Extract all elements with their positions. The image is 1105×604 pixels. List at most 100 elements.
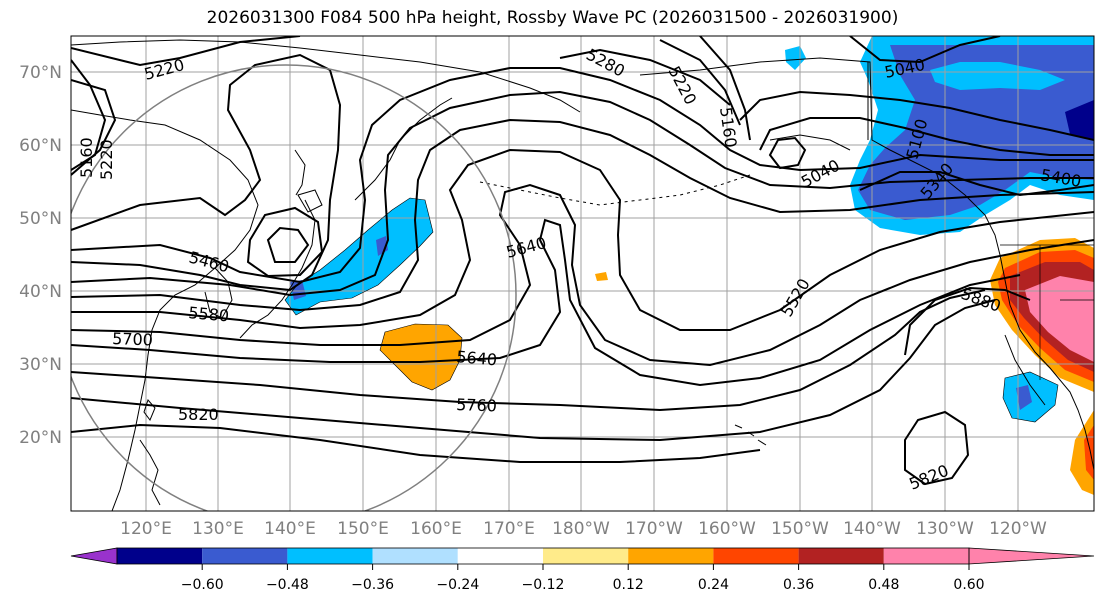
colorbar-tick-label: −0.36 [351, 577, 394, 593]
contour-5220-west2 [71, 79, 117, 176]
lon-label: 130°E [192, 519, 244, 539]
longitude-labels: 120°E 130°E 140°E 150°E 160°E 170°E 180°… [120, 519, 1047, 539]
coast-us-borders [1000, 244, 1094, 380]
lat-label: 60°N [19, 136, 62, 156]
colorbar-segment [372, 548, 458, 564]
contour-low-japan-1 [266, 226, 310, 263]
colorbar-segment [628, 548, 714, 564]
shade-pos-central [380, 324, 462, 390]
contour-label: 5640 [456, 347, 498, 369]
contour-5520 [71, 118, 1094, 312]
colorbar-segment [713, 548, 799, 564]
shade-neg-light-gulf [930, 62, 1065, 90]
contour-5160-mid [699, 36, 751, 141]
colorbar-tick-label: −0.12 [522, 577, 565, 593]
colorbar-extend-left [70, 547, 118, 565]
height-contours [71, 36, 1094, 486]
radius-circle [71, 64, 517, 511]
contour-5040-east [768, 136, 807, 170]
contour-label: 5220 [97, 139, 116, 180]
colorbar-tick-label: 0.48 [868, 577, 899, 593]
coast-gulf-inner [769, 134, 851, 151]
contour-5400 [71, 67, 1094, 284]
contour-label: 5700 [112, 329, 153, 349]
contour-5700 [71, 218, 1021, 387]
contour-5760 [71, 289, 986, 412]
shade-pos-small-speck [595, 272, 608, 281]
map-frame [70, 35, 1095, 512]
lon-label: 140°W [843, 519, 901, 539]
colorbar-segment [202, 548, 288, 564]
lon-label: 150°E [337, 519, 389, 539]
lon-label: 140°E [264, 519, 316, 539]
contour-5040-ne [849, 36, 1001, 64]
lon-label: 130°W [916, 519, 974, 539]
coast-hokkaido [297, 189, 323, 213]
lat-label: 20°N [19, 428, 62, 448]
lat-label: 30°N [19, 355, 62, 375]
coast-alaska [639, 57, 1094, 471]
contour-5340 [859, 171, 1094, 197]
anomaly-shading [285, 36, 1094, 495]
shade-neg-dark-alaska [1065, 100, 1094, 140]
lon-label: 150°W [771, 519, 829, 539]
shade-neg-small-top [785, 46, 806, 70]
contour-label: 5760 [456, 395, 497, 415]
shade-neg-baja-mid [1016, 385, 1032, 410]
coast-philippines [139, 439, 161, 506]
contour-5880 [904, 286, 1031, 356]
shade-pos-orange-mexico [1070, 410, 1094, 495]
colorbar-tick-label: 0.36 [783, 577, 814, 593]
lon-label: 170°E [483, 519, 535, 539]
coast-sakhalin [294, 149, 306, 196]
colorbar-extend-right [968, 547, 1095, 565]
contour-5040-gulf [739, 90, 1094, 141]
colorbar-tick-label: −0.48 [266, 577, 309, 593]
shade-neg-mid-japan [376, 236, 388, 256]
contour-label: 5820 [178, 405, 219, 424]
colorbar-segment [543, 548, 629, 564]
contour-5460 [71, 90, 1094, 297]
contour-5220-mid [659, 39, 741, 126]
contour-label: 5580 [188, 303, 230, 325]
contour-5640 [71, 183, 1094, 367]
colorbar-segment [287, 548, 373, 564]
shade-neg-light-japan [285, 198, 433, 315]
colorbar: −0.60 −0.48 −0.36 −0.24 −0.12 0.12 0.24 … [70, 547, 1095, 593]
coast-korea [204, 267, 233, 319]
lat-label: 40°N [19, 282, 62, 302]
lon-label: 170°W [625, 519, 683, 539]
contour-5580 [71, 148, 1094, 331]
contour-5220-west [71, 36, 301, 67]
colorbar-tick-label: 0.24 [698, 577, 729, 593]
colorbar-segment [457, 548, 543, 564]
colorbar-ticks [201, 564, 970, 570]
colorbar-segment [883, 548, 969, 564]
contour-5820-low [71, 423, 761, 463]
contour-5820 [71, 299, 996, 442]
colorbar-segment [117, 548, 203, 564]
latitude-labels: 70°N 60°N 50°N 40°N 30°N 20°N [19, 63, 62, 448]
colorbar-tick-label: 0.12 [613, 577, 644, 593]
colorbar-segment [798, 548, 884, 564]
contour-5100 [759, 117, 1094, 156]
lon-label: 160°W [698, 519, 756, 539]
contour-low-japan-3 [71, 53, 342, 292]
map-title: 2026031300 F084 500 hPa height, Rossby W… [206, 8, 899, 28]
graticule [71, 36, 1094, 511]
lat-label: 70°N [19, 63, 62, 83]
shade-pos-red-mexico [1084, 425, 1094, 480]
contour-5280 [559, 48, 731, 106]
lon-label: 120°W [989, 519, 1047, 539]
contour-5820-east [904, 410, 970, 486]
colorbar-tick-label: 0.60 [953, 577, 984, 593]
coast-baja [1004, 334, 1046, 406]
contour-label: 5160 [77, 137, 96, 178]
lon-label: 120°E [120, 519, 172, 539]
lon-label: 180°W [552, 519, 610, 539]
shade-pos-pink-us [1025, 276, 1094, 362]
colorbar-tick-labels: −0.60 −0.48 −0.36 −0.24 −0.12 0.12 0.24 … [181, 577, 985, 593]
coast-siberia-north [71, 39, 581, 113]
lat-label: 50°N [19, 209, 62, 229]
